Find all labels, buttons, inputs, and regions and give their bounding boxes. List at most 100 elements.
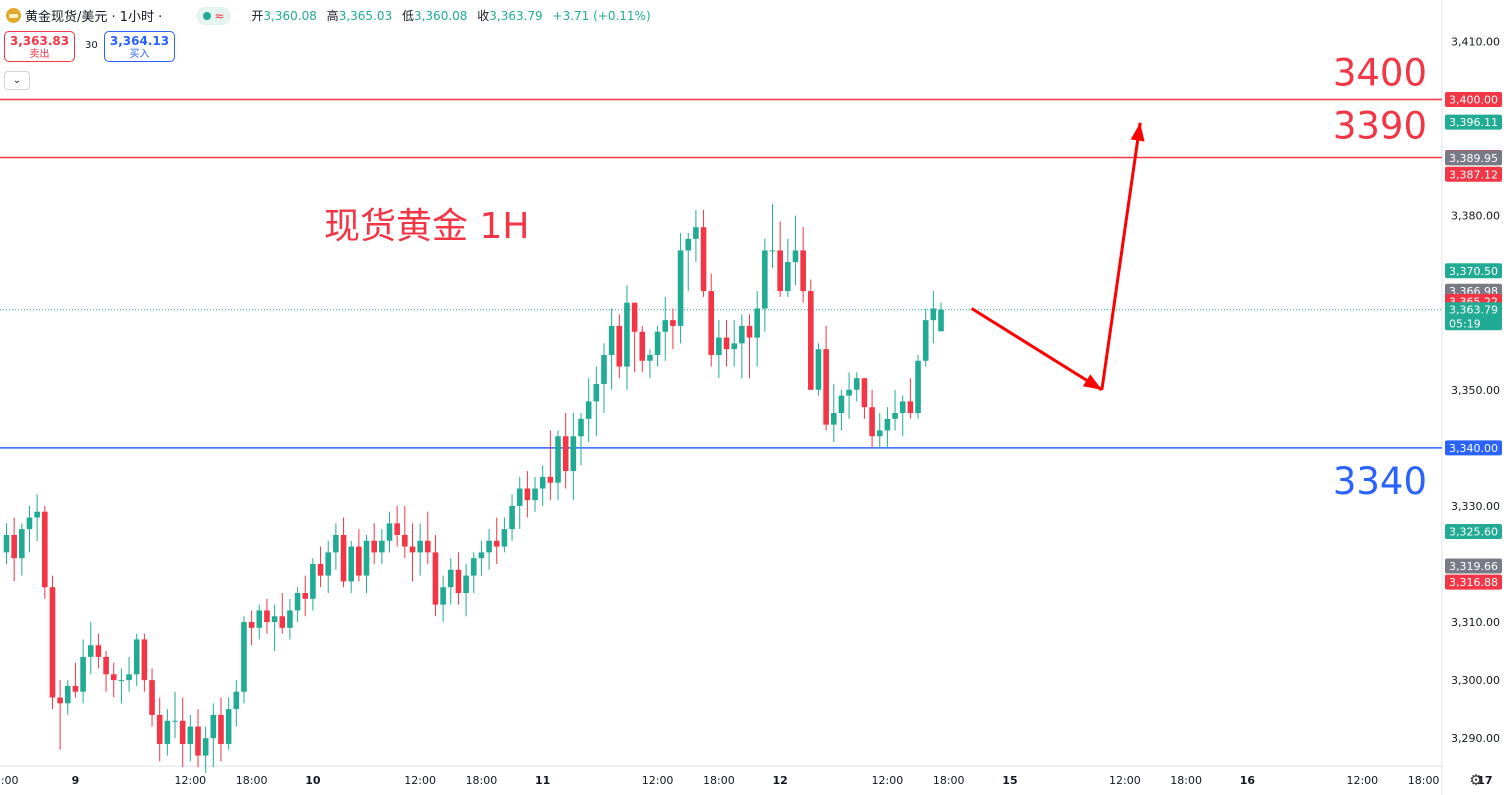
candle-body bbox=[126, 674, 132, 681]
level-annotation-3340: 3340 bbox=[1333, 460, 1427, 503]
price-label-box bbox=[1445, 150, 1502, 166]
x-tick-label: 12 bbox=[773, 774, 788, 787]
candle-body bbox=[585, 401, 592, 419]
y-tick-label: 3,380.00 bbox=[1451, 210, 1500, 223]
sell-button[interactable]: 3,363.83 卖出 bbox=[4, 31, 75, 62]
candle-body bbox=[838, 395, 845, 414]
candle-body bbox=[555, 436, 561, 483]
x-tick-label: 18:00 bbox=[1408, 774, 1440, 787]
price-label-box bbox=[1445, 166, 1502, 182]
candle-body bbox=[34, 511, 40, 518]
candle-body bbox=[333, 534, 339, 553]
candle-body bbox=[133, 639, 140, 675]
buy-label: 买入 bbox=[129, 49, 150, 60]
candle-body bbox=[156, 714, 163, 744]
x-tick-label: 11 bbox=[535, 774, 550, 787]
gold-coin-icon bbox=[6, 8, 21, 23]
price-label-box bbox=[1445, 91, 1502, 107]
price-label-box bbox=[1445, 114, 1502, 130]
candle-body bbox=[164, 720, 171, 744]
price-label-box bbox=[1445, 302, 1502, 331]
candle-body bbox=[899, 401, 906, 414]
candle-body bbox=[110, 674, 117, 681]
candle-body bbox=[524, 488, 531, 501]
candle-body bbox=[777, 250, 783, 292]
candle-body bbox=[356, 546, 362, 576]
candle-body bbox=[493, 540, 500, 547]
x-tick-label: 17 bbox=[1477, 774, 1492, 787]
x-tick-label: 12:00 bbox=[872, 774, 904, 787]
candle-body bbox=[539, 476, 546, 489]
x-tick-label: 12:00 bbox=[174, 774, 206, 787]
level-annotation-3400: 3400 bbox=[1333, 51, 1427, 94]
candle-body bbox=[892, 413, 898, 419]
candle-body bbox=[248, 622, 255, 628]
candle-body bbox=[271, 616, 278, 623]
candle-body bbox=[570, 436, 577, 472]
candle-body bbox=[639, 331, 646, 361]
candle-body bbox=[103, 656, 109, 675]
collapse-toggle[interactable]: ⌄ bbox=[4, 71, 30, 90]
candle-body bbox=[386, 523, 393, 541]
candle-body bbox=[516, 488, 523, 506]
price-label: 3,363.79 bbox=[1449, 304, 1498, 317]
candle-body bbox=[241, 622, 247, 692]
market-open-dot-icon bbox=[203, 11, 212, 20]
candle-body bbox=[202, 738, 209, 756]
candle-body bbox=[578, 418, 584, 437]
x-tick-label: 16 bbox=[1240, 774, 1256, 787]
y-tick-label: 3,300.00 bbox=[1451, 674, 1500, 687]
candle-body bbox=[509, 505, 515, 530]
level-annotation-3390: 3390 bbox=[1333, 105, 1427, 148]
gear-icon[interactable]: ⚙ bbox=[1469, 771, 1483, 789]
candle-body bbox=[394, 523, 400, 535]
candle-body bbox=[417, 540, 423, 553]
candle-body bbox=[746, 325, 753, 338]
candle-body bbox=[225, 709, 232, 744]
y-tick-label: 3,350.00 bbox=[1451, 384, 1500, 397]
candle-body bbox=[302, 593, 309, 599]
candle-body bbox=[463, 575, 469, 594]
candle-body bbox=[210, 714, 217, 739]
candle-body bbox=[279, 616, 286, 628]
low-value: 3,360.08 bbox=[413, 9, 468, 23]
sell-price: 3,363.83 bbox=[9, 34, 70, 48]
candle-body bbox=[455, 569, 462, 594]
candle-body bbox=[447, 569, 454, 588]
candle-body bbox=[179, 720, 186, 744]
x-tick-label: 12:00 bbox=[1346, 774, 1378, 787]
candle-body bbox=[547, 476, 554, 483]
candle-body bbox=[700, 227, 707, 292]
candle-body bbox=[785, 262, 791, 292]
x-tick-label: 10 bbox=[305, 774, 321, 787]
candle-body bbox=[363, 540, 370, 576]
candle-body bbox=[233, 691, 240, 710]
price-label: 3,396.11 bbox=[1449, 116, 1498, 129]
candle-body bbox=[440, 587, 446, 605]
close-value: 3,363.79 bbox=[489, 9, 543, 23]
wave-icon: ≈ bbox=[214, 8, 225, 23]
candle-body bbox=[922, 320, 929, 361]
candle-body bbox=[218, 714, 224, 744]
candle-body bbox=[11, 534, 17, 559]
candle-body bbox=[256, 610, 263, 628]
price-label-box bbox=[1445, 558, 1502, 574]
y-tick-label: 3,410.00 bbox=[1451, 35, 1500, 48]
market-status-pill[interactable]: ≈ bbox=[196, 6, 232, 25]
ohlc-values: 开3,360.08 高3,365.03 低3,360.08 收3,363.79 … bbox=[251, 9, 651, 23]
chart-title: 现货黄金 1H bbox=[324, 206, 529, 247]
buy-button[interactable]: 3,364.13 买入 bbox=[104, 31, 175, 62]
y-tick-label: 3,310.00 bbox=[1451, 616, 1500, 629]
candle-body bbox=[876, 430, 883, 437]
symbol-title[interactable]: 黄金现货/美元 · 1小时 · bbox=[25, 10, 163, 25]
candle-body bbox=[187, 726, 194, 744]
y-tick-label: 3,330.00 bbox=[1451, 500, 1500, 513]
candle-body bbox=[685, 238, 692, 251]
price-label-box bbox=[1445, 440, 1502, 456]
candle-body bbox=[915, 360, 921, 414]
sell-label: 卖出 bbox=[29, 49, 50, 60]
buy-price: 3,364.13 bbox=[109, 34, 170, 48]
candle-body bbox=[601, 354, 607, 384]
candle-body bbox=[379, 540, 385, 553]
